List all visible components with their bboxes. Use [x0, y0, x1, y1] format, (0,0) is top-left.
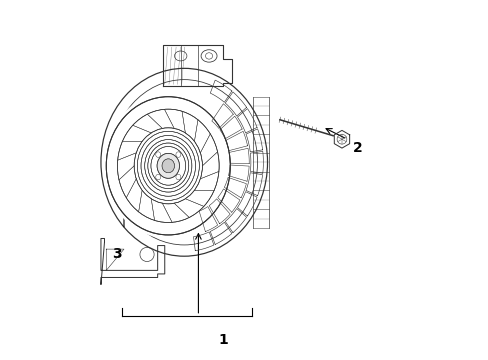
Ellipse shape	[157, 153, 179, 178]
Ellipse shape	[103, 93, 233, 238]
Text: 1: 1	[218, 333, 227, 346]
Ellipse shape	[162, 159, 174, 173]
Text: 2: 2	[352, 141, 362, 155]
Text: 3: 3	[112, 247, 122, 261]
Ellipse shape	[162, 159, 174, 173]
Ellipse shape	[157, 153, 179, 178]
